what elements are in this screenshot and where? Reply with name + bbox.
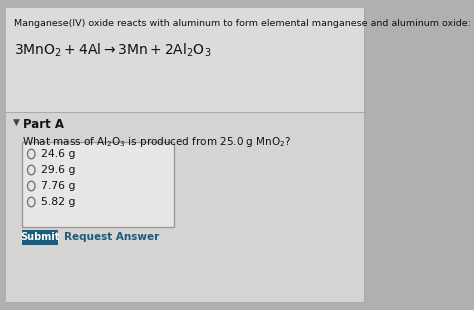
Circle shape (27, 165, 35, 175)
Text: Request Answer: Request Answer (64, 232, 159, 242)
Text: Part A: Part A (23, 118, 64, 131)
FancyBboxPatch shape (22, 142, 174, 227)
Text: Manganese(IV) oxide reacts with aluminum to form elemental manganese and aluminu: Manganese(IV) oxide reacts with aluminum… (14, 19, 471, 28)
Text: 29.6 g: 29.6 g (41, 165, 75, 175)
Text: ▼: ▼ (12, 118, 19, 127)
Text: 5.82 g: 5.82 g (41, 197, 75, 207)
Text: $3\mathrm{MnO_2} + 4\mathrm{Al} \rightarrow 3\mathrm{Mn} + 2\mathrm{Al_2O_3}$: $3\mathrm{MnO_2} + 4\mathrm{Al} \rightar… (14, 42, 211, 60)
FancyBboxPatch shape (6, 8, 365, 302)
FancyBboxPatch shape (6, 112, 365, 302)
Text: What mass of $\mathrm{Al_2O_3}$ is produced from 25.0 g $\mathrm{MnO_2}$?: What mass of $\mathrm{Al_2O_3}$ is produ… (22, 135, 291, 149)
Text: 24.6 g: 24.6 g (41, 149, 75, 159)
Circle shape (27, 181, 35, 191)
Text: Submit: Submit (20, 232, 60, 242)
FancyBboxPatch shape (6, 8, 365, 112)
Text: 7.76 g: 7.76 g (41, 181, 75, 191)
FancyBboxPatch shape (22, 230, 58, 245)
Circle shape (27, 197, 35, 207)
Circle shape (27, 149, 35, 159)
